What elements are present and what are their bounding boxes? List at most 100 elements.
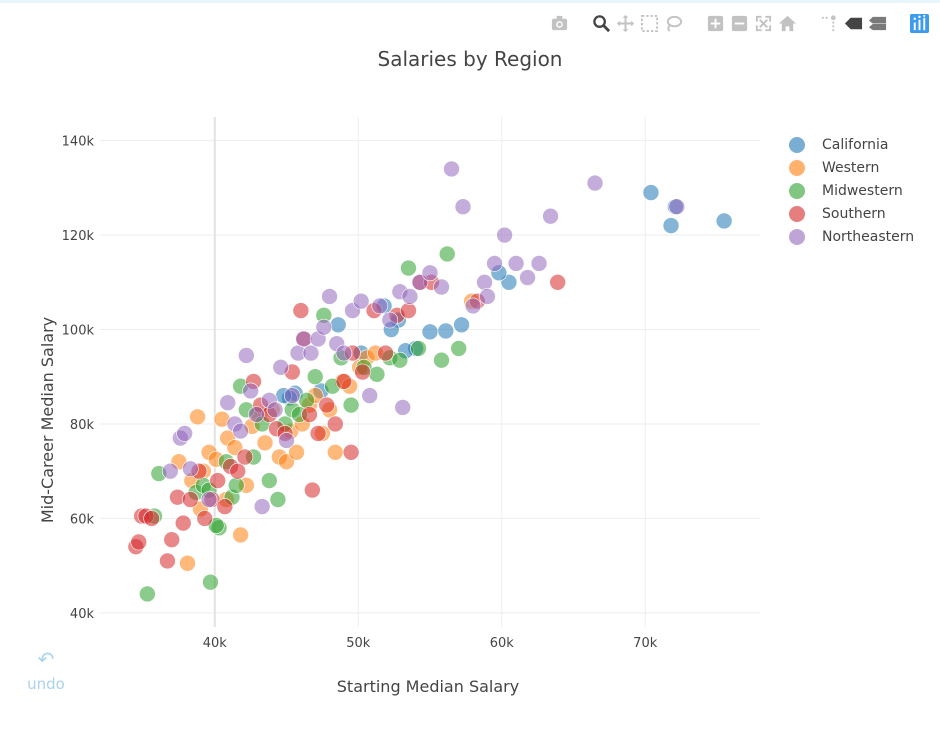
data-point-southern[interactable] — [327, 415, 344, 433]
data-point-southern[interactable] — [143, 510, 160, 527]
data-point-northeastern[interactable] — [266, 401, 284, 419]
data-point-southern[interactable] — [301, 406, 318, 423]
data-point-southern[interactable] — [163, 531, 181, 548]
data-point-southern[interactable] — [318, 396, 335, 414]
data-point-southern[interactable] — [400, 302, 417, 319]
data-point-northeastern[interactable] — [361, 387, 379, 404]
plotly-logo-button[interactable] — [908, 12, 930, 34]
data-point-southern[interactable] — [229, 462, 247, 480]
data-point-northeastern[interactable] — [162, 462, 179, 480]
data-point-southern[interactable] — [292, 302, 310, 319]
data-point-southern[interactable] — [174, 514, 192, 532]
data-point-western[interactable] — [327, 443, 344, 461]
data-point-midwestern[interactable] — [438, 245, 456, 263]
data-point-northeastern[interactable] — [486, 255, 503, 272]
autoscale-button[interactable] — [752, 12, 774, 34]
data-point-northeastern[interactable] — [248, 406, 265, 423]
data-point-northeastern[interactable] — [315, 318, 333, 336]
data-point-southern[interactable] — [196, 510, 214, 527]
data-point-southern[interactable] — [377, 344, 394, 362]
data-point-northeastern[interactable] — [443, 160, 460, 178]
pan-button[interactable] — [614, 12, 636, 34]
legend-item-northeastern[interactable]: Northeastern — [789, 225, 914, 248]
data-point-southern[interactable] — [342, 443, 360, 461]
data-point-midwestern[interactable] — [261, 472, 278, 489]
data-point-western[interactable] — [256, 434, 274, 452]
data-point-california[interactable] — [329, 316, 347, 334]
data-point-northeastern[interactable] — [476, 273, 493, 291]
data-point-northeastern[interactable] — [530, 255, 548, 272]
data-point-western[interactable] — [179, 554, 196, 572]
data-point-southern[interactable] — [130, 533, 148, 551]
data-point-california[interactable] — [453, 316, 470, 334]
data-point-midwestern[interactable] — [368, 366, 386, 383]
data-point-midwestern[interactable] — [391, 351, 409, 369]
data-point-northeastern[interactable] — [242, 382, 259, 400]
data-point-western[interactable] — [189, 408, 206, 426]
data-point-northeastern[interactable] — [371, 297, 389, 315]
data-point-northeastern[interactable] — [433, 278, 450, 296]
data-point-northeastern[interactable] — [335, 344, 353, 362]
camera-button[interactable] — [548, 12, 570, 34]
data-point-midwestern[interactable] — [342, 396, 360, 414]
spike-lines-button[interactable] — [818, 12, 840, 34]
legend-item-western[interactable]: Western — [789, 156, 914, 179]
data-point-southern[interactable] — [182, 491, 199, 508]
data-point-northeastern[interactable] — [176, 425, 193, 442]
legend-item-california[interactable]: California — [789, 133, 914, 156]
data-point-midwestern[interactable] — [306, 368, 324, 386]
lasso-select-button[interactable] — [662, 12, 684, 34]
data-point-southern[interactable] — [216, 498, 234, 515]
data-point-northeastern[interactable] — [519, 269, 536, 286]
data-point-midwestern[interactable] — [298, 392, 315, 409]
data-point-northeastern[interactable] — [668, 198, 686, 216]
data-point-california[interactable] — [662, 217, 680, 234]
data-point-northeastern[interactable] — [219, 394, 236, 411]
data-point-northeastern[interactable] — [302, 344, 320, 362]
hover-closest-button[interactable] — [842, 12, 864, 34]
data-point-northeastern[interactable] — [479, 288, 496, 305]
data-point-southern[interactable] — [335, 373, 353, 390]
legend-item-midwestern[interactable]: Midwestern — [789, 179, 914, 202]
data-point-northeastern[interactable] — [496, 226, 513, 244]
data-point-midwestern[interactable] — [269, 491, 287, 508]
box-select-button[interactable] — [638, 12, 660, 34]
data-point-midwestern[interactable] — [433, 351, 450, 369]
data-point-southern[interactable] — [209, 472, 226, 489]
data-point-northeastern[interactable] — [421, 264, 439, 282]
data-point-northeastern[interactable] — [464, 297, 482, 315]
data-point-northeastern[interactable] — [295, 330, 313, 348]
data-point-midwestern[interactable] — [450, 340, 467, 357]
data-point-midwestern[interactable] — [139, 585, 156, 603]
data-point-northeastern[interactable] — [352, 292, 370, 310]
data-point-northeastern[interactable] — [238, 347, 255, 364]
data-point-california[interactable] — [642, 184, 660, 201]
data-point-northeastern[interactable] — [253, 498, 271, 515]
data-point-northeastern[interactable] — [394, 399, 412, 416]
data-point-california[interactable] — [715, 212, 733, 230]
data-point-california[interactable] — [421, 323, 439, 341]
data-point-southern[interactable] — [304, 481, 321, 499]
zoom-in-button[interactable] — [704, 12, 726, 34]
data-point-northeastern[interactable] — [182, 460, 199, 478]
data-point-northeastern[interactable] — [272, 358, 290, 376]
data-point-northeastern[interactable] — [454, 198, 472, 216]
data-point-midwestern[interactable] — [410, 340, 427, 357]
data-point-northeastern[interactable] — [200, 491, 218, 508]
reset-axes-button[interactable] — [776, 12, 798, 34]
data-point-midwestern[interactable] — [202, 573, 219, 591]
undo-button[interactable]: ↶ undo — [24, 647, 68, 693]
data-point-northeastern[interactable] — [381, 311, 399, 329]
zoom-button[interactable] — [590, 12, 612, 34]
data-point-northeastern[interactable] — [278, 432, 295, 449]
data-point-california[interactable] — [437, 322, 455, 340]
data-point-northeastern[interactable] — [586, 174, 604, 192]
data-point-southern[interactable] — [354, 363, 371, 381]
data-point-northeastern[interactable] — [401, 288, 419, 305]
data-point-northeastern[interactable] — [542, 207, 559, 225]
legend-item-southern[interactable]: Southern — [789, 202, 914, 225]
data-point-northeastern[interactable] — [507, 255, 525, 272]
data-point-northeastern[interactable] — [283, 387, 301, 404]
data-point-midwestern[interactable] — [228, 477, 245, 494]
